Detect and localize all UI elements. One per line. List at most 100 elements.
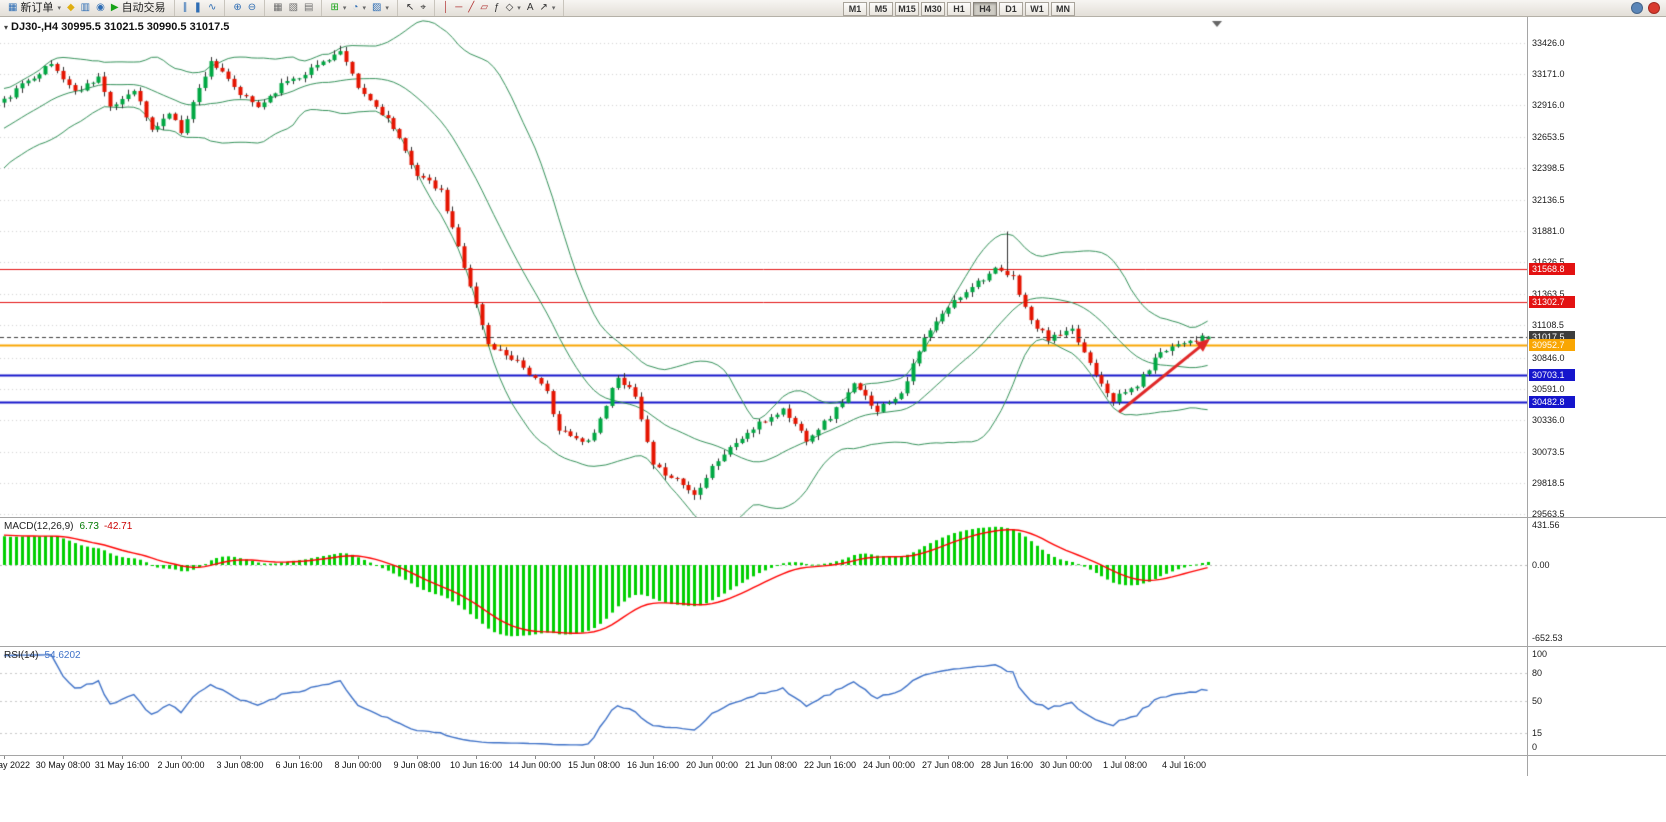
templates-button-dropdown-icon[interactable]: ▾: [385, 5, 389, 12]
panel-divider-macd[interactable]: [0, 517, 1666, 518]
cursor-button[interactable]: ↖: [403, 1, 417, 16]
auto-trading-button[interactable]: ▶ 自动交易: [108, 1, 169, 16]
price-scale[interactable]: 33426.0 33171.0 32916.0 32653.5 32398.5 32136…: [1529, 0, 1665, 800]
horizontal-line-button[interactable]: ─: [452, 1, 465, 16]
new-order-button-label: 新订单: [20, 2, 54, 14]
price-scale-divider: [1527, 17, 1528, 776]
fibonacci-button[interactable]: ƒ: [491, 1, 503, 16]
depth-of-market-icon[interactable]: ▥: [78, 1, 93, 16]
hline-price-badge: 31302.7: [1529, 295, 1575, 308]
macd-indicator-header: MACD(12,26,9) 6.73 -42.71: [4, 521, 132, 532]
time-tick: [122, 756, 123, 759]
rsi-scale-80: 80: [1532, 667, 1543, 678]
time-tick-label: 31 May 16:00: [94, 760, 150, 770]
timeframe-h4-button[interactable]: H4: [973, 1, 997, 16]
time-tick-label: 14 Jun 00:00: [508, 760, 562, 770]
indicators-button-dropdown-icon[interactable]: ▾: [342, 5, 347, 12]
equidistant-channel-button[interactable]: ▱: [477, 1, 491, 16]
time-tick: [771, 756, 772, 759]
time-tick-label: 9 Jun 08:00: [393, 760, 441, 770]
line-chart-button[interactable]: ∿: [205, 1, 219, 16]
timeframe-d1-button[interactable]: D1: [999, 1, 1023, 16]
timeframe-m1-button[interactable]: M1: [843, 1, 867, 16]
toolbar-group-windows: ▦ ▧ ▤: [265, 0, 323, 16]
terminal-window-icon[interactable]: ◉: [93, 1, 108, 16]
macd-scale-max: 431.56: [1532, 520, 1560, 530]
shapes-button-dropdown-icon[interactable]: ▾: [517, 5, 521, 12]
crosshair-icon: ⌖: [420, 2, 426, 13]
timeframe-m5-button[interactable]: M5: [869, 1, 893, 16]
rsi-panel-canvas[interactable]: [0, 647, 1527, 754]
shapes-icon: ◇: [505, 2, 514, 13]
price-chart-canvas[interactable]: [0, 17, 1527, 517]
periods-icon: ◔: [352, 2, 359, 13]
price-tick-label: 29818.5: [1532, 477, 1565, 488]
time-tick: [712, 756, 713, 759]
macd-panel-canvas[interactable]: [0, 518, 1527, 645]
time-tick-label: 1 Jul 08:00: [1102, 760, 1148, 770]
arrows-button[interactable]: ↗ ▾: [536, 1, 558, 16]
panel-divider-rsi[interactable]: [0, 646, 1666, 647]
time-tick: [1066, 756, 1067, 759]
toolbar-right-icons: [1631, 2, 1660, 14]
cursor-icon: ↖: [405, 2, 415, 13]
timeframe-h1-button[interactable]: H1: [947, 1, 971, 16]
timeframe-m30-button[interactable]: M30: [921, 1, 945, 16]
arrows-button-dropdown-icon[interactable]: ▾: [551, 5, 556, 12]
trendline-icon: ╱: [468, 2, 475, 13]
auto-trading-icon: ▶: [110, 2, 119, 13]
price-tick-label: 32653.5: [1532, 131, 1565, 142]
periods-button-dropdown-icon[interactable]: ▾: [362, 5, 366, 12]
price-tick-label: 32916.0: [1532, 99, 1565, 110]
shapes-button[interactable]: ◇ ▾: [503, 1, 524, 16]
macd-value-main: 6.73: [79, 521, 99, 532]
price-tick-label: 30073.5: [1532, 446, 1565, 457]
time-tick: [1184, 756, 1185, 759]
time-tick: [889, 756, 890, 759]
mql5-market-icon[interactable]: ◆: [64, 1, 78, 16]
zoom-out-button[interactable]: ⊖: [245, 1, 259, 16]
zoom-in-button[interactable]: ⊕: [230, 1, 244, 16]
indicators-button[interactable]: ⊞ ▾: [327, 1, 349, 16]
price-tick-label: 30846.0: [1532, 352, 1565, 363]
timeframe-w1-button[interactable]: W1: [1025, 1, 1049, 16]
arrange-icons-button[interactable]: ▤: [301, 1, 316, 16]
templates-button[interactable]: ▨ ▾: [369, 1, 392, 16]
arrange-icons-icon: ▤: [304, 2, 314, 13]
timeframe-m15-button[interactable]: M15: [895, 1, 919, 16]
time-tick-label: 30 Jun 00:00: [1039, 760, 1093, 770]
community-icon[interactable]: [1631, 2, 1643, 14]
auto-trading-button-label: 自动交易: [121, 2, 166, 14]
candlestick-chart-button[interactable]: ❚: [191, 1, 205, 16]
bar-chart-button[interactable]: ∥: [180, 1, 191, 16]
time-tick: [830, 756, 831, 759]
toolbar-group-zoom: ⊕ ⊖: [225, 0, 266, 16]
mql5-market-icon-icon: ◆: [66, 2, 75, 13]
time-tick-label: 30 May 08:00: [35, 760, 91, 770]
time-tick-label: 24 Jun 00:00: [862, 760, 916, 770]
price-tick-label: 32398.5: [1532, 162, 1565, 173]
zoom-out-icon: ⊖: [247, 2, 257, 13]
text-label-icon: A: [526, 2, 534, 13]
indicators-icon: ⊞: [330, 2, 339, 13]
trendline-button[interactable]: ╱: [465, 1, 477, 16]
new-order-button[interactable]: ▦ 新订单 ▾: [5, 1, 64, 16]
macd-scale-min: -652.53: [1532, 633, 1563, 643]
cascade-windows-button[interactable]: ▧: [286, 1, 301, 16]
news-alert-icon[interactable]: [1648, 2, 1660, 14]
periods-button[interactable]: ◔ ▾: [349, 1, 369, 16]
new-order-button-dropdown-icon[interactable]: ▾: [57, 5, 61, 12]
text-label-button[interactable]: A: [524, 1, 537, 16]
crosshair-button[interactable]: ⌖: [417, 1, 429, 16]
time-tick: [358, 756, 359, 759]
timeframe-mn-button[interactable]: MN: [1051, 1, 1075, 16]
symbol-ohlc-text: DJ30-,H4 30995.5 31021.5 30990.5 31017.5: [11, 21, 230, 33]
zoom-in-icon: ⊕: [233, 2, 242, 13]
rsi-indicator-header: RSI(14) 54.6202: [4, 650, 81, 661]
time-axis-divider: [0, 755, 1666, 756]
tile-windows-button[interactable]: ▦: [270, 1, 285, 16]
one-click-trading-toggle[interactable]: ▾: [4, 23, 9, 32]
vertical-line-button[interactable]: │: [440, 1, 452, 16]
